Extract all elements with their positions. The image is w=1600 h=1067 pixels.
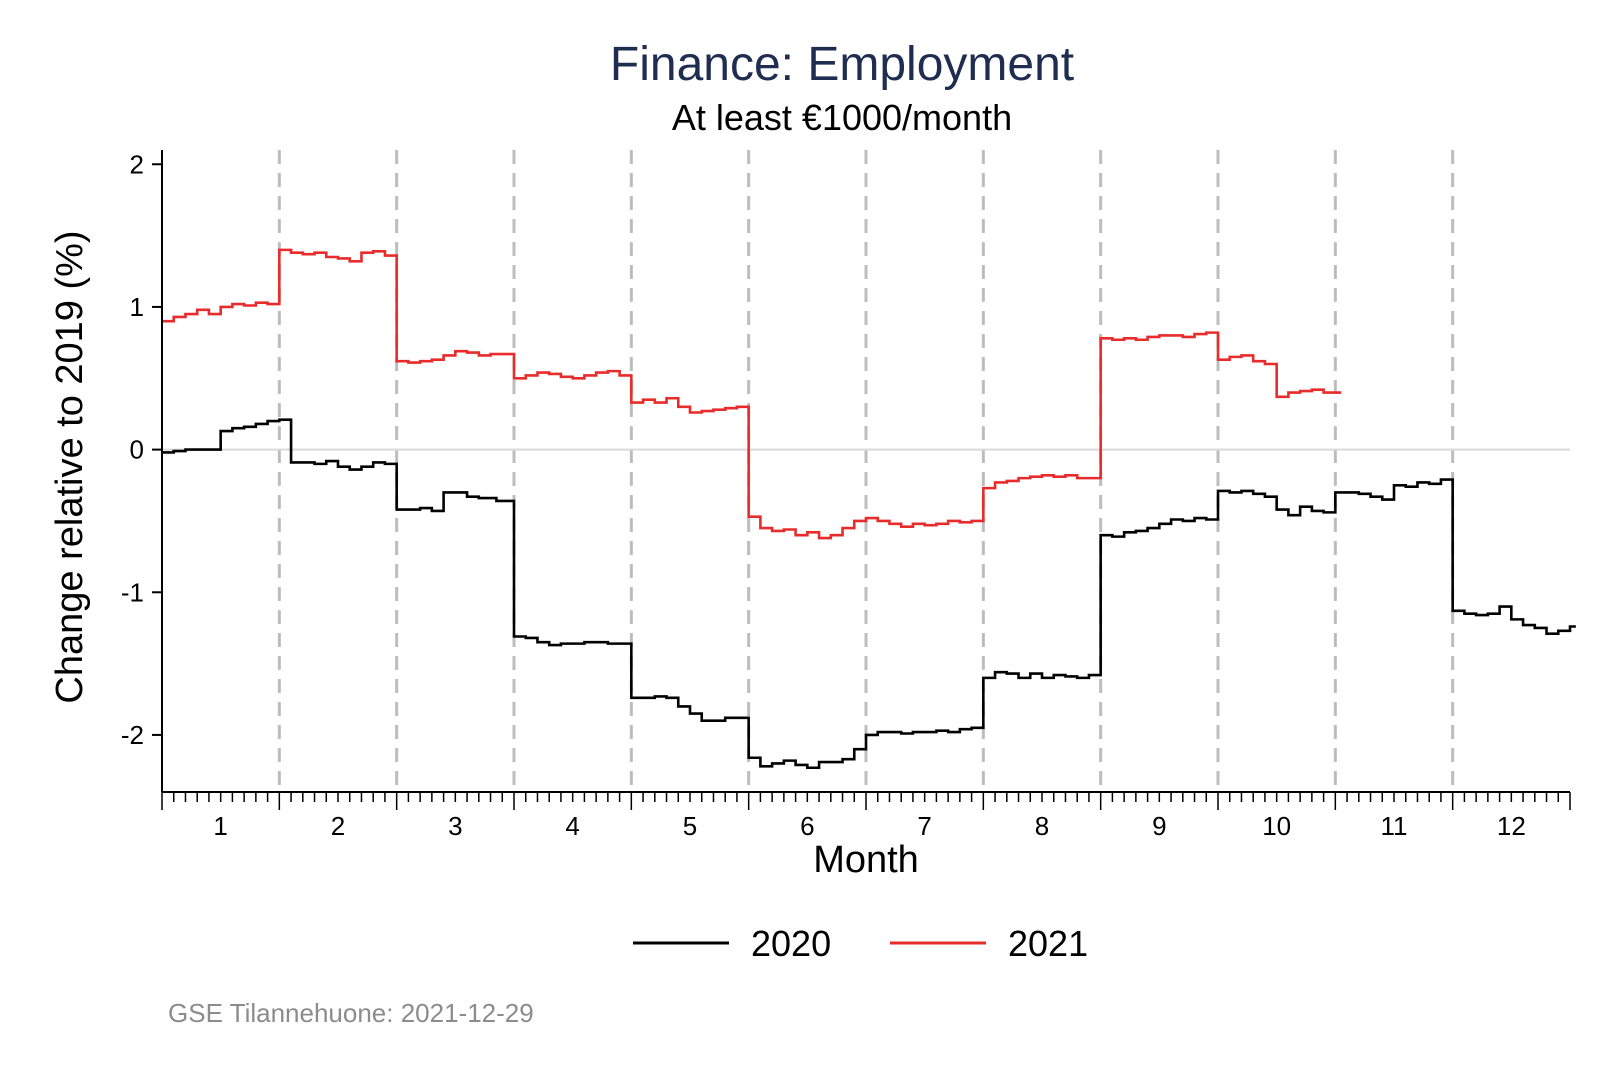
- chart-subtitle: At least €1000/month: [672, 97, 1012, 138]
- y-tick-label: 0: [130, 435, 144, 465]
- legend-label: 2020: [751, 923, 831, 964]
- x-tick-label: 8: [1035, 811, 1049, 841]
- footnote: GSE Tilannehuone: 2021-12-29: [168, 998, 534, 1028]
- legend: 2020 2021: [633, 923, 1088, 964]
- x-tick-label: 11: [1381, 811, 1408, 841]
- x-tick-label: 10: [1262, 811, 1291, 841]
- x-tick-label: 4: [565, 811, 579, 841]
- y-tick-label: -2: [121, 720, 144, 750]
- month-separators: [277, 150, 1455, 792]
- x-tick-label: 6: [800, 811, 814, 841]
- y-axis-title: Change relative to 2019 (%): [49, 230, 91, 703]
- x-tick-label: 1: [213, 811, 227, 841]
- x-axis-title: Month: [813, 839, 919, 881]
- x-tick-label: 5: [683, 811, 697, 841]
- series-line-2020: [162, 418, 1576, 770]
- x-tick-label: 2: [331, 811, 345, 841]
- y-tick-label: -1: [121, 577, 144, 607]
- x-tick-label: 9: [1152, 811, 1166, 841]
- series-line-2021: [162, 248, 1342, 540]
- x-tick-label: 7: [917, 811, 931, 841]
- legend-label: 2021: [1008, 923, 1088, 964]
- series-layer: [162, 248, 1576, 770]
- y-tick-label: 2: [130, 149, 144, 179]
- y-tick-label: 1: [130, 292, 144, 322]
- chart-title: Finance: Employment: [610, 38, 1074, 91]
- x-tick-label: 12: [1497, 811, 1526, 841]
- x-ticks: 1 2 3 4 5 6 7 8 9 10 11 12: [161, 792, 1571, 841]
- y-ticks: -2 -1 0 1 2: [121, 149, 162, 750]
- x-tick-label: 3: [448, 811, 462, 841]
